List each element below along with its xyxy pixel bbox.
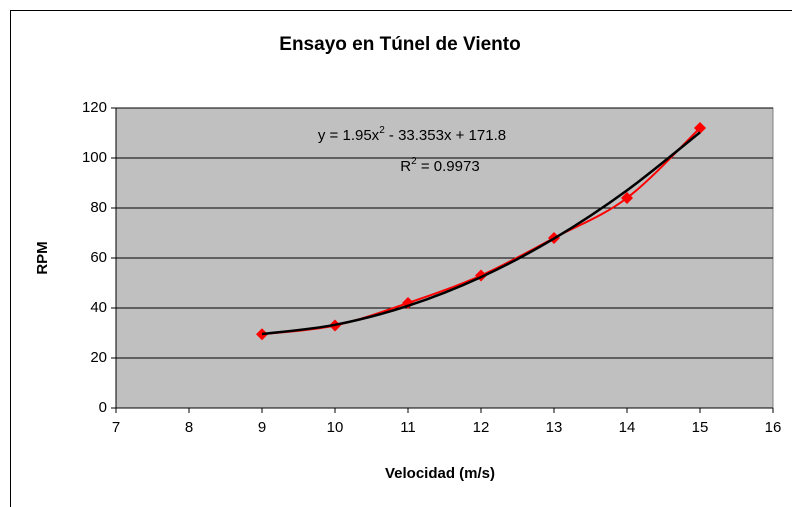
x-tick-label: 15 xyxy=(692,419,709,436)
y-tick-label: 20 xyxy=(90,349,107,366)
y-tick-label: 40 xyxy=(90,299,107,316)
marker xyxy=(621,192,633,204)
y-tick-label: 80 xyxy=(90,199,107,216)
marker xyxy=(256,328,268,341)
superscript: 2 xyxy=(379,125,385,136)
x-tick-label: 9 xyxy=(258,419,266,436)
label-part: = 0.9973 xyxy=(417,158,480,175)
x-tick-label: 11 xyxy=(400,419,416,436)
x-tick-label: 12 xyxy=(473,419,490,436)
trendline-label: y = 1.95x2 - 33.353x + 171.8 xyxy=(318,125,506,144)
trendline-label: R2 = 0.9973 xyxy=(400,156,479,175)
x-axis-label: Velocidad (m/s) xyxy=(385,465,495,482)
x-tick-label: 14 xyxy=(619,419,636,436)
y-tick-label: 120 xyxy=(82,99,107,116)
series-line xyxy=(261,131,701,336)
x-tick-label: 7 xyxy=(112,419,120,436)
x-tick-label: 13 xyxy=(546,419,563,436)
marker xyxy=(694,122,706,134)
y-tick-label: 0 xyxy=(99,399,107,416)
x-tick-label: 8 xyxy=(185,419,193,436)
y-tick-label: 60 xyxy=(90,249,107,266)
chart-title: Ensayo en Túnel de Viento xyxy=(279,34,520,55)
label-part: y = 1.95x xyxy=(318,127,380,144)
x-tick-label: 10 xyxy=(327,419,344,436)
y-tick-label: 100 xyxy=(82,149,107,166)
x-tick-label: 16 xyxy=(765,419,782,436)
y-axis-label: RPM xyxy=(34,241,51,274)
label-part: R xyxy=(400,158,411,175)
superscript: 2 xyxy=(411,156,417,167)
label-part: - 33.353x + 171.8 xyxy=(385,127,506,144)
